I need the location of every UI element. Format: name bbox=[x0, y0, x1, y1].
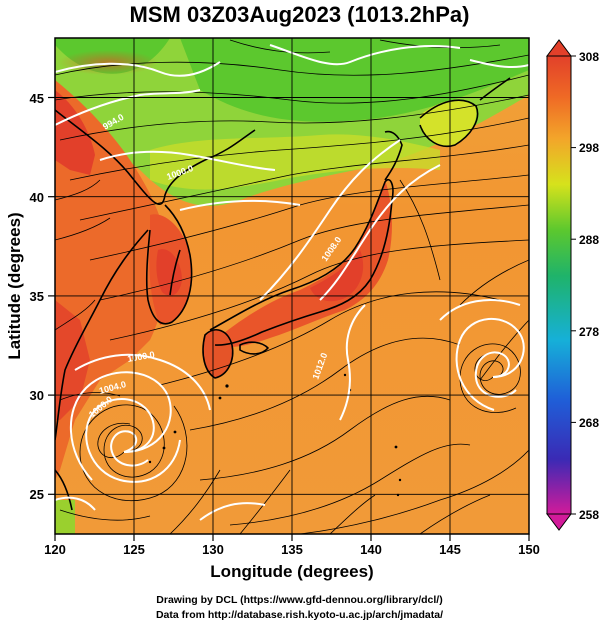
y-tick-label: 25 bbox=[30, 487, 44, 502]
y-tick-label: 30 bbox=[30, 388, 44, 403]
colorbar-tick-label: 288 bbox=[579, 233, 599, 247]
colorbar-tick-label: 308 bbox=[579, 50, 599, 64]
tick-marks bbox=[48, 96, 530, 541]
y-tick-label: 45 bbox=[30, 91, 44, 106]
x-tick-label: 130 bbox=[202, 542, 224, 557]
colorbar-max-arrow bbox=[546, 39, 572, 57]
x-tick-label: 150 bbox=[518, 542, 540, 557]
x-axis-label: Longitude (degrees) bbox=[210, 562, 373, 581]
x-tick-label: 125 bbox=[123, 542, 145, 557]
y-axis-label: Latitude (degrees) bbox=[5, 212, 24, 359]
map-gridlines bbox=[55, 38, 529, 534]
colorbar: 308 298 288 278 268 258 bbox=[546, 39, 599, 531]
x-tick-label: 140 bbox=[360, 542, 382, 557]
colorbar-tick-label: 268 bbox=[579, 416, 599, 430]
x-tick-label: 145 bbox=[439, 542, 461, 557]
colorbar-tick-label: 298 bbox=[579, 141, 599, 155]
footer-credit-dcl: Drawing by DCL (https://www.gfd-dennou.o… bbox=[156, 594, 443, 606]
x-tick-label: 120 bbox=[44, 542, 66, 557]
japan-honshu bbox=[215, 180, 392, 348]
isobar-contours bbox=[55, 44, 529, 521]
hokkaido bbox=[420, 99, 477, 147]
page-title: MSM 03Z03Aug2023 (1013.2hPa) bbox=[129, 2, 470, 27]
y-tick-label: 35 bbox=[30, 289, 44, 304]
colorbar-min-arrow bbox=[546, 513, 572, 531]
map-plot-area: 994.0 1000.0 1000.0 1004.0 1000.0 1008.0… bbox=[55, 38, 529, 534]
x-tick-label: 135 bbox=[281, 542, 303, 557]
footer-credit-data: Data from http://database.rish.kyoto-u.a… bbox=[155, 609, 444, 621]
colorbar-tick-label: 278 bbox=[579, 325, 599, 339]
small-islands bbox=[148, 373, 402, 497]
colorbar-tick-label: 258 bbox=[579, 508, 599, 522]
y-tick-label: 40 bbox=[30, 190, 44, 205]
